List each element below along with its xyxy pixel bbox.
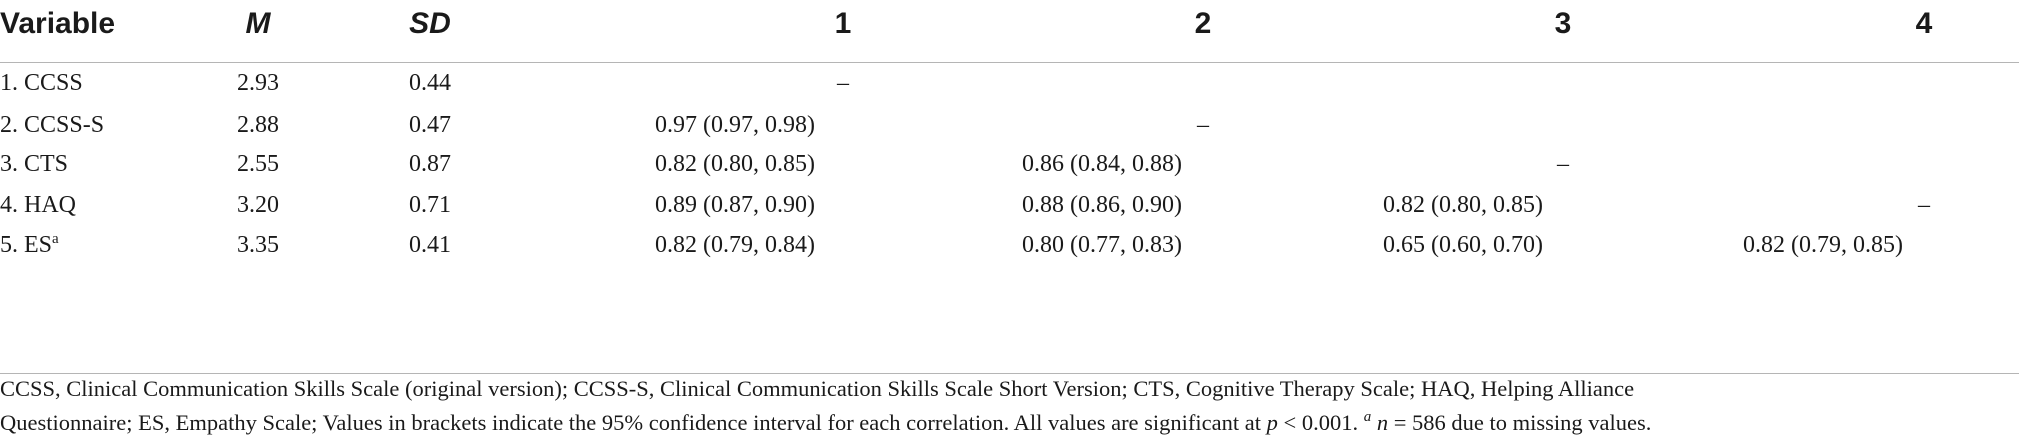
cell-mean: 2.88: [237, 112, 279, 138]
cell-c2: 0.88 (0.86, 0.90): [1022, 192, 1182, 218]
cell-c4: 0.82 (0.79, 0.85): [1743, 232, 1903, 258]
cell-c1: 0.89 (0.87, 0.90): [655, 192, 815, 218]
header-col-2: 2: [1194, 7, 1212, 40]
cell-sd: 0.41: [409, 232, 451, 258]
cell-c3: –: [1557, 151, 1569, 177]
cell-mean: 3.20: [237, 192, 279, 218]
table-row: 4. HAQ 3.20 0.71 0.89 (0.87, 0.90) 0.88 (0.8…: [0, 180, 2019, 230]
header-col-1: 1: [834, 7, 852, 40]
correlation-table: Variable M SD 1 2 3 4 1. CCSS 2.93 0.44–2.…: [0, 0, 2019, 374]
header-mean: M: [245, 7, 271, 40]
cell-c4: –: [1918, 192, 1930, 218]
cell-c1: 0.82 (0.80, 0.85): [655, 151, 815, 177]
cell-sd: 0.44: [409, 70, 451, 96]
header-col-3: 3: [1554, 7, 1572, 40]
table-body: 1. CCSS 2.93 0.44 – 2. CCSS-S 2.88 0.47 0.97 (0…: [0, 63, 2019, 374]
cell-c1: –: [837, 70, 849, 96]
cell-sd: 0.47: [409, 112, 451, 138]
footnote-line-1: CCSS, Clinical Communication Skills Scal…: [0, 376, 1635, 401]
cell-mean: 3.35: [237, 232, 279, 258]
cell-variable: 5. ESa: [0, 231, 59, 259]
cell-c2: 0.80 (0.77, 0.83): [1022, 232, 1182, 258]
header-sd: SD: [409, 7, 451, 40]
cell-variable: 2. CCSS-S: [0, 112, 105, 138]
table-row: 5. ESa 3.35 0.41 0.82 (0.79, 0.84) 0.80 (0.7…: [0, 220, 2019, 270]
header-variable: Variable: [0, 7, 116, 40]
cell-c1: 0.97 (0.97, 0.98): [655, 112, 815, 138]
cell-mean: 2.93: [237, 70, 279, 96]
header-col-4: 4: [1915, 7, 1933, 40]
cell-c2: –: [1197, 112, 1209, 138]
table-row: 2. CCSS-S 2.88 0.47 0.97 (0.97, 0.98) –: [0, 100, 2019, 150]
cell-variable: 4. HAQ: [0, 192, 76, 218]
cell-variable: 1. CCSS: [0, 70, 83, 96]
cell-c3: 0.65 (0.60, 0.70): [1383, 232, 1543, 258]
table-row: 3. CTS 2.55 0.87 0.82 (0.80, 0.85) 0.86 (0.8…: [0, 139, 2019, 189]
cell-variable: 3. CTS: [0, 151, 69, 177]
table-row: 1. CCSS 2.93 0.44 –: [0, 58, 2019, 108]
cell-sd: 0.87: [409, 151, 451, 177]
footnote-line-2: Questionnaire; ES, Empathy Scale; Values…: [0, 409, 1652, 436]
cell-c3: 0.82 (0.80, 0.85): [1383, 192, 1543, 218]
cell-sd: 0.71: [409, 192, 451, 218]
table-footnote: CCSS, Clinical Communication Skills Scal…: [0, 372, 2015, 440]
cell-c2: 0.86 (0.84, 0.88): [1022, 151, 1182, 177]
cell-mean: 2.55: [237, 151, 279, 177]
cell-c1: 0.82 (0.79, 0.84): [655, 232, 815, 258]
table-header: Variable M SD 1 2 3 4: [0, 0, 2019, 63]
